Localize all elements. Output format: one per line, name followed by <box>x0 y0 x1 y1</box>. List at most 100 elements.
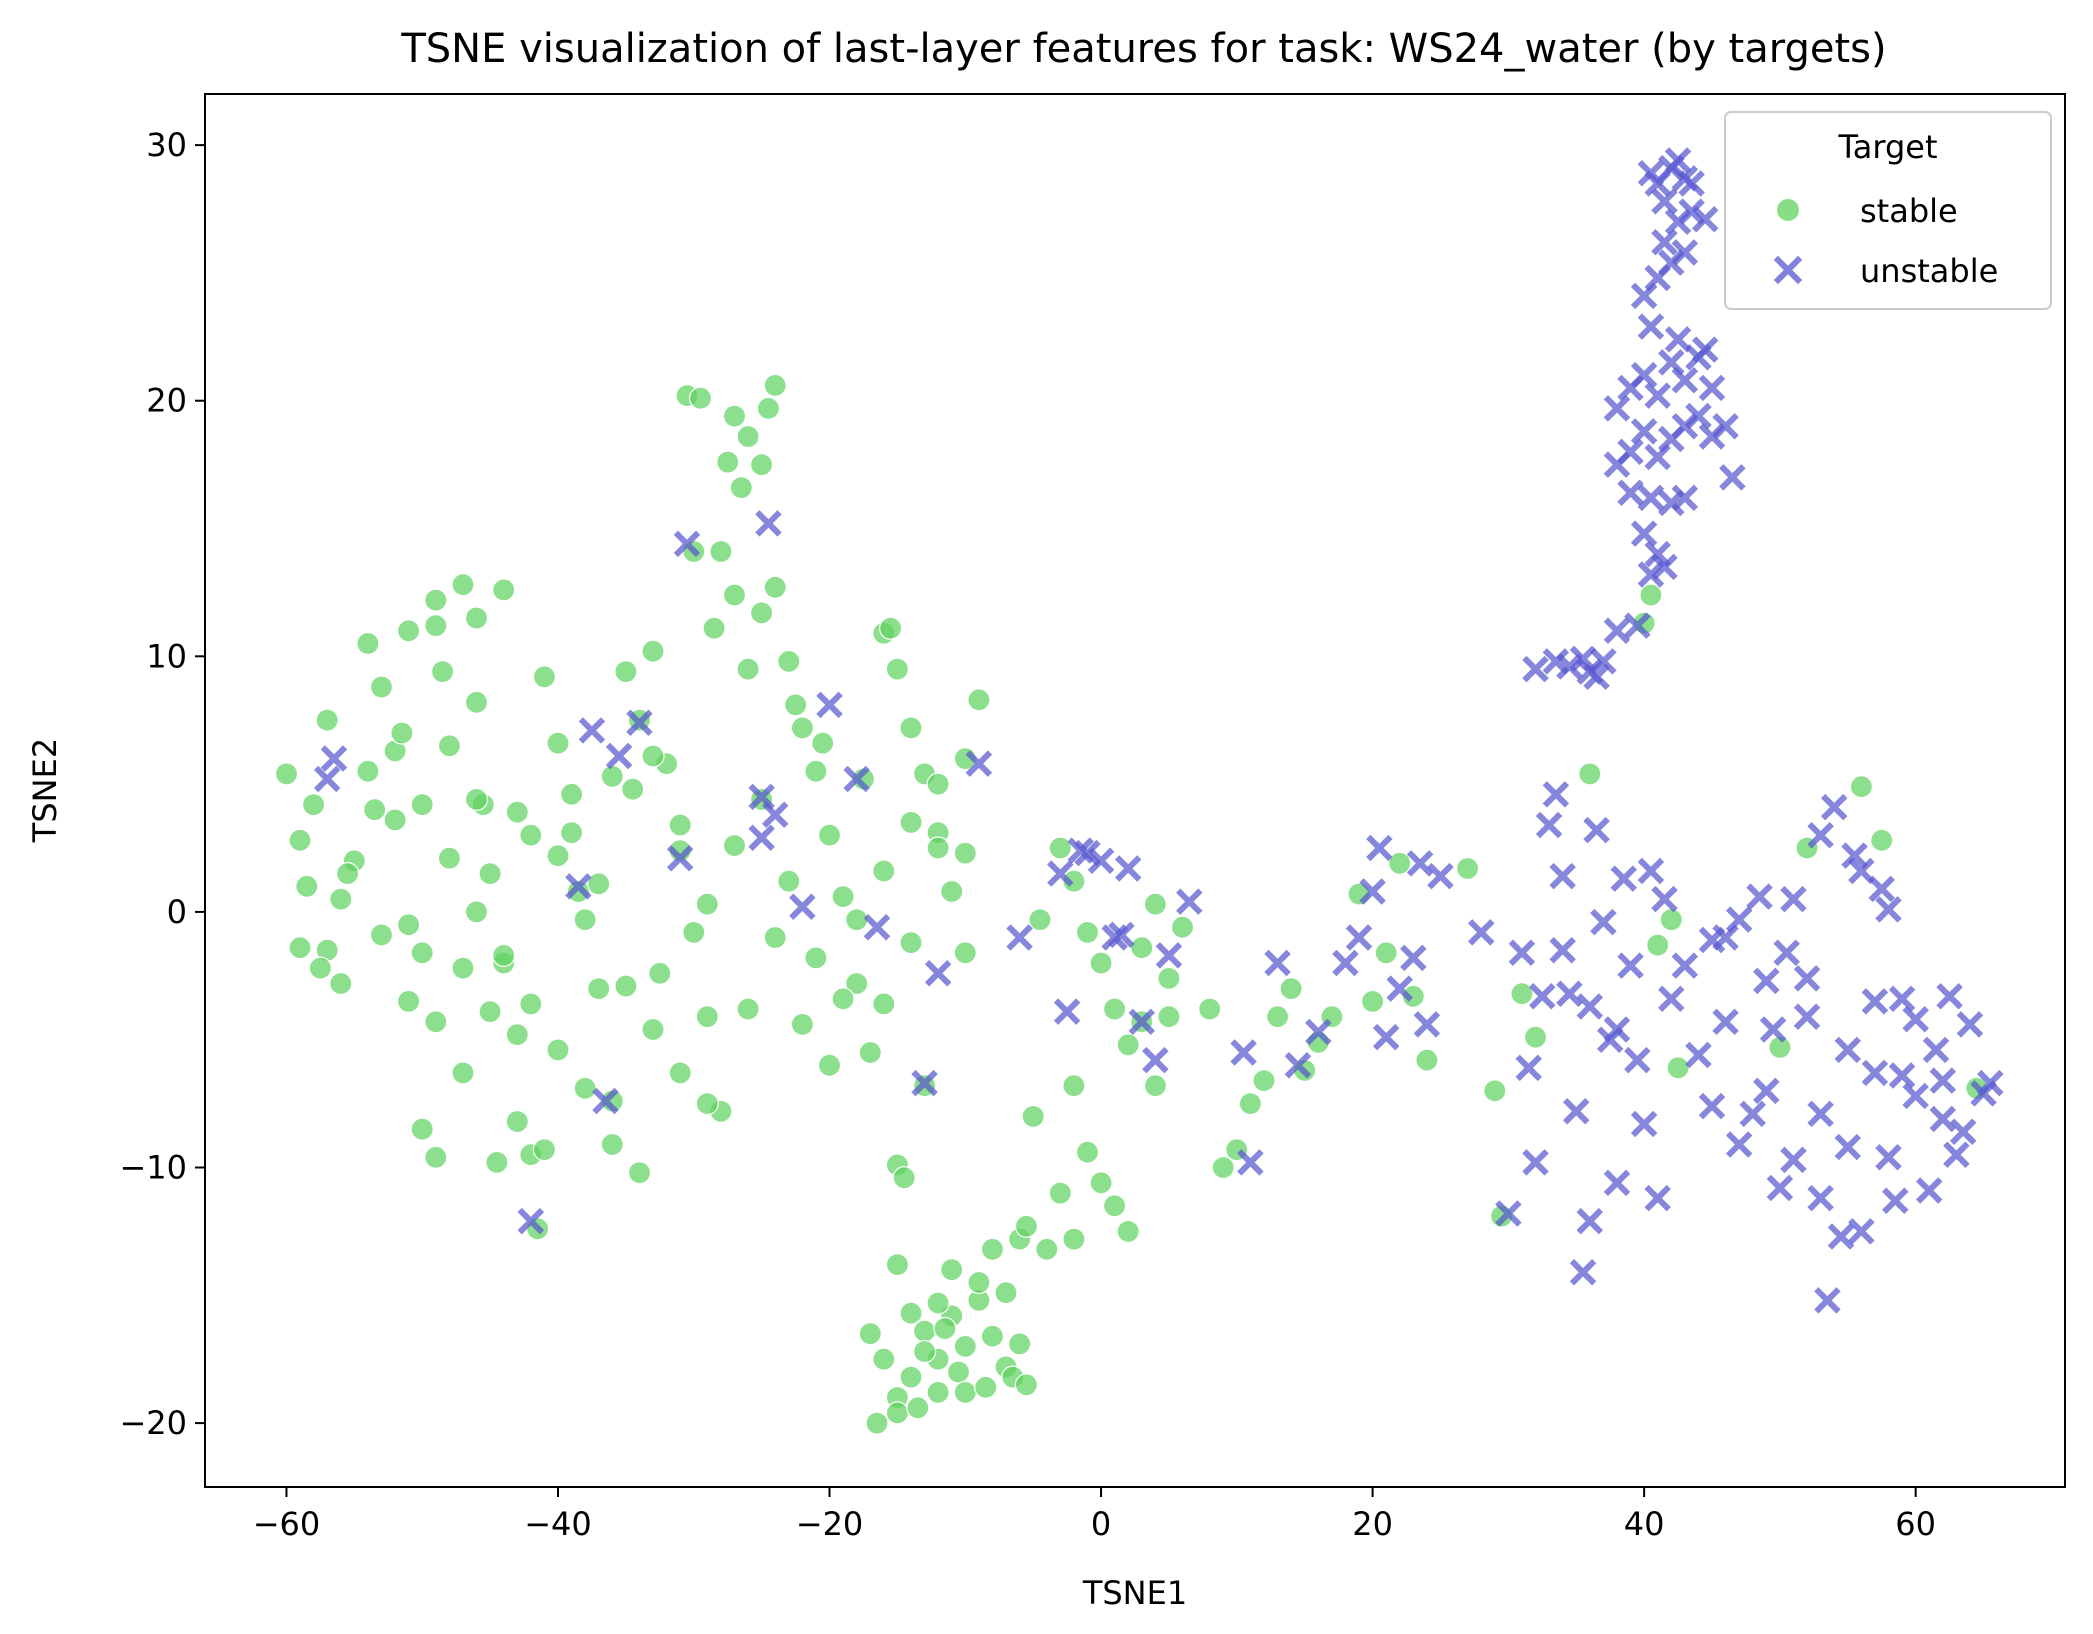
point-stable-13 <box>431 659 455 684</box>
point-unstable-83 <box>1807 1100 1834 1128</box>
point-stable-109 <box>1075 1140 1100 1164</box>
point-unstable-47 <box>1413 1011 1441 1038</box>
point-stable-221 <box>736 657 760 681</box>
point-stable-1 <box>288 828 312 852</box>
point-stable-186 <box>587 872 611 896</box>
point-unstable-98 <box>1936 983 1963 1010</box>
y-axis-label: TSNE2 <box>26 738 64 843</box>
point-stable-180 <box>974 1375 998 1399</box>
point-unstable-157 <box>1529 983 1556 1010</box>
point-stable-40 <box>756 396 781 420</box>
point-stable-210 <box>492 943 516 968</box>
legend: Target stable unstable <box>1724 111 2052 310</box>
point-unstable-49 <box>1467 919 1495 946</box>
point-stable-117 <box>1143 1074 1168 1098</box>
point-unstable-60 <box>1576 1207 1604 1235</box>
point-stable-28 <box>614 659 638 684</box>
point-stable-133 <box>1401 984 1425 1008</box>
point-unstable-8 <box>666 844 694 872</box>
point-unstable-151 <box>1664 147 1692 174</box>
point-stable-220 <box>702 616 726 640</box>
point-unstable-116 <box>1617 479 1644 506</box>
point-unstable-160 <box>1698 1092 1726 1120</box>
point-unstable-39 <box>1332 949 1359 977</box>
point-unstable-26 <box>1087 847 1115 875</box>
point-stable-209 <box>464 900 489 924</box>
point-stable-76 <box>451 1061 475 1085</box>
point-stable-64 <box>967 688 991 712</box>
point-stable-55 <box>858 1040 882 1065</box>
y-tick-label-5: 30 <box>146 126 187 164</box>
point-unstable-65 <box>1610 865 1638 892</box>
point-unstable-48 <box>1427 862 1454 890</box>
y-tick-label-4: 20 <box>146 382 187 420</box>
point-unstable-6 <box>605 742 633 770</box>
point-stable-224 <box>559 782 584 806</box>
point-unstable-128 <box>1712 413 1739 440</box>
point-unstable-132 <box>1630 361 1658 389</box>
point-stable-212 <box>546 1038 570 1062</box>
point-unstable-162 <box>1753 1077 1780 1105</box>
point-stable-80 <box>600 1132 624 1157</box>
point-stable-51 <box>804 759 828 783</box>
point-unstable-70 <box>1644 1184 1671 1212</box>
point-stable-201 <box>356 631 380 656</box>
point-stable-53 <box>831 884 855 909</box>
point-unstable-86 <box>1827 1223 1855 1250</box>
point-unstable-18 <box>911 1069 938 1097</box>
legend-box <box>1724 111 2052 310</box>
point-stable-63 <box>953 941 977 965</box>
point-stable-96 <box>1028 907 1052 932</box>
point-unstable-90 <box>1861 1059 1889 1087</box>
x-tick-label-4: 20 <box>1352 1505 1393 1543</box>
point-unstable-161 <box>1725 1131 1753 1158</box>
point-stable-189 <box>668 1061 692 1085</box>
point-stable-8 <box>369 675 394 699</box>
point-stable-72 <box>329 971 353 996</box>
point-unstable-82 <box>1793 1003 1821 1030</box>
point-unstable-30 <box>1128 1008 1156 1036</box>
point-unstable-102 <box>1977 1069 2004 1097</box>
point-stable-58 <box>885 657 910 681</box>
point-stable-44 <box>749 453 774 477</box>
y-tick-label-1: −10 <box>119 1149 187 1187</box>
point-stable-223 <box>600 764 624 789</box>
point-unstable-148 <box>1691 205 1719 233</box>
point-stable-194 <box>817 1053 842 1077</box>
point-stable-3 <box>302 792 326 817</box>
point-unstable-172 <box>1773 939 1800 967</box>
point-unstable-54 <box>1535 811 1563 839</box>
point-unstable-114 <box>1651 553 1678 581</box>
point-stable-105 <box>1157 966 1181 991</box>
point-unstable-2 <box>517 1207 545 1235</box>
point-stable-213 <box>573 1076 597 1100</box>
point-stable-102 <box>1116 1033 1140 1057</box>
point-unstable-135 <box>1671 367 1699 394</box>
point-stable-26 <box>587 976 611 1001</box>
point-stable-22 <box>532 665 557 689</box>
point-stable-124 <box>1265 1005 1290 1029</box>
point-stable-169 <box>980 1237 1005 1261</box>
point-unstable-130 <box>1603 395 1631 422</box>
point-stable-142 <box>1639 583 1663 607</box>
point-stable-195 <box>845 907 869 932</box>
point-stable-30 <box>641 639 665 663</box>
point-stable-228 <box>424 1010 448 1034</box>
point-stable-74 <box>410 1117 434 1141</box>
point-stable-97 <box>1048 836 1072 860</box>
point-unstable-139 <box>1664 326 1692 353</box>
point-stable-14 <box>437 734 461 758</box>
point-stable-226 <box>478 999 502 1024</box>
point-unstable-117 <box>1637 484 1665 512</box>
point-stable-165 <box>906 1396 930 1420</box>
point-stable-131 <box>1374 941 1398 965</box>
y-axis-ticks: −20 −10 0 10 20 30 <box>119 126 205 1442</box>
point-unstable-134 <box>1658 349 1685 376</box>
point-unstable-34 <box>1230 1039 1257 1066</box>
point-unstable-99 <box>1943 1141 1970 1168</box>
point-stable-125 <box>1279 976 1303 1001</box>
point-stable-134 <box>1415 1048 1439 1072</box>
point-stable-218 <box>390 721 414 745</box>
point-stable-200 <box>315 708 339 732</box>
point-unstable-166 <box>1861 988 1889 1015</box>
